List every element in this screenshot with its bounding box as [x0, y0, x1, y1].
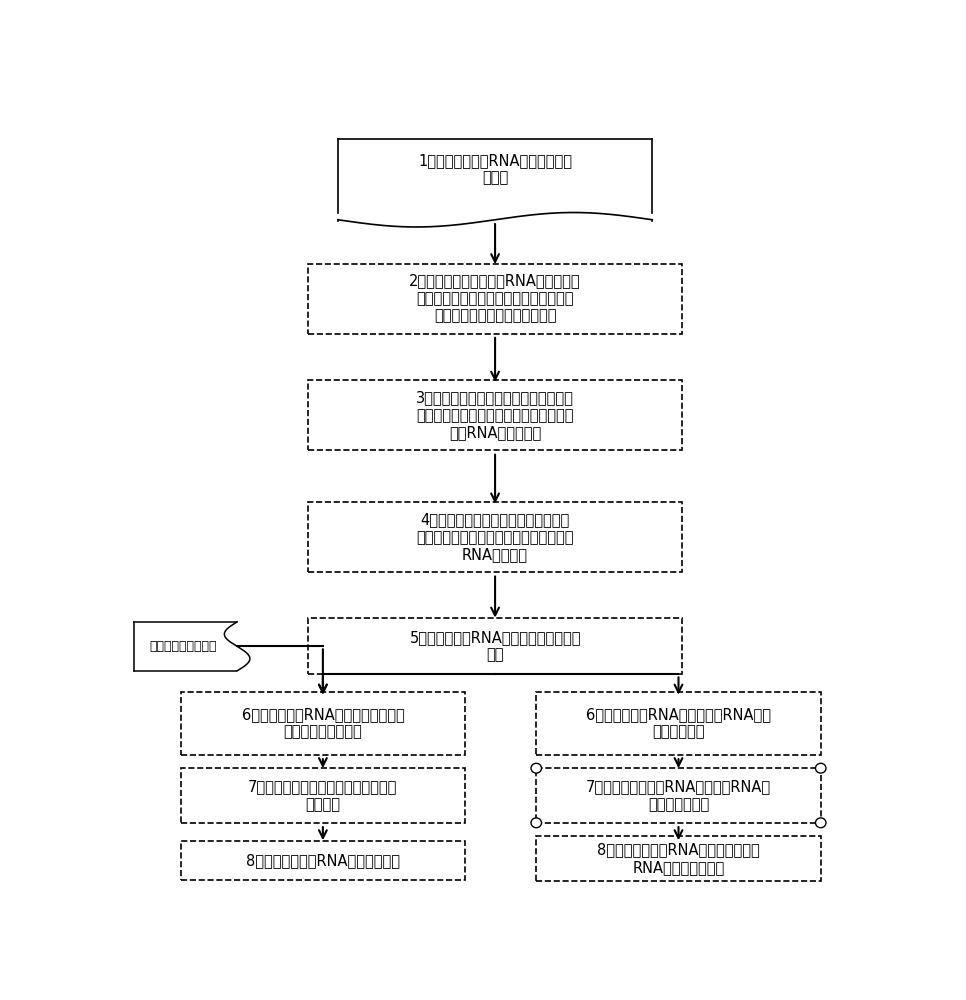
Text: 3、系统将所述的经过筛选的数据进行前
景值和背景值校正，得到消除噪音污染的
环状RNA信号数据；: 3、系统将所述的经过筛选的数据进行前 景值和背景值校正，得到消除噪音污染的 环状… — [416, 391, 574, 440]
FancyBboxPatch shape — [181, 692, 466, 755]
Circle shape — [531, 818, 542, 828]
FancyBboxPatch shape — [308, 380, 682, 450]
Circle shape — [815, 818, 826, 828]
FancyBboxPatch shape — [134, 622, 237, 671]
Text: 2、系统对对所述的环状RNA高通量芯片
原始信号文件进行质量并剔除低质量信号
数据，获得经过筛选的信号数据: 2、系统对对所述的环状RNA高通量芯片 原始信号文件进行质量并剔除低质量信号 数… — [410, 274, 581, 323]
FancyBboxPatch shape — [181, 768, 466, 823]
FancyBboxPatch shape — [181, 841, 466, 880]
FancyBboxPatch shape — [308, 618, 682, 674]
FancyBboxPatch shape — [338, 139, 652, 213]
Text: 7、系统对共表达基因进行功能注释和
富集分析: 7、系统对共表达基因进行功能注释和 富集分析 — [248, 779, 398, 812]
FancyBboxPatch shape — [536, 768, 821, 823]
Text: 5、系统对环状RNA表达谱进行差异基因
筛选: 5、系统对环状RNA表达谱进行差异基因 筛选 — [410, 630, 581, 663]
Text: 差异基因表达谱数据: 差异基因表达谱数据 — [149, 640, 216, 653]
Circle shape — [531, 763, 542, 773]
FancyBboxPatch shape — [308, 263, 682, 334]
Text: 8、系统构建环状RNA功能调控网络: 8、系统构建环状RNA功能调控网络 — [246, 853, 400, 868]
Text: 8、系统构建环状RNA作为竞争性内源
RNA功能的调控网络: 8、系统构建环状RNA作为竞争性内源 RNA功能的调控网络 — [597, 842, 760, 875]
Text: 6、系统对环状RNA和基因的差异表达
数据进行共表达分析: 6、系统对环状RNA和基因的差异表达 数据进行共表达分析 — [242, 707, 404, 740]
Circle shape — [815, 763, 826, 773]
Text: 7、系统对可与环状RNA结合的小RNA的
靶基因进行预测: 7、系统对可与环状RNA结合的小RNA的 靶基因进行预测 — [586, 779, 771, 812]
Text: 6、系统对环状RNA序列上的小RNA结合
位点进行预测: 6、系统对环状RNA序列上的小RNA结合 位点进行预测 — [586, 707, 771, 740]
FancyBboxPatch shape — [308, 502, 682, 572]
FancyBboxPatch shape — [536, 692, 821, 755]
Text: 4、系统将校正过的信号数据进行标准
化，并去除极值，得到理论上有效的环状
RNA表达值。: 4、系统将校正过的信号数据进行标准 化，并去除极值，得到理论上有效的环状 RNA… — [416, 512, 574, 562]
Text: 1、系统获得环状RNA高通量芯片原
始文件: 1、系统获得环状RNA高通量芯片原 始文件 — [418, 153, 572, 185]
FancyBboxPatch shape — [536, 836, 821, 881]
